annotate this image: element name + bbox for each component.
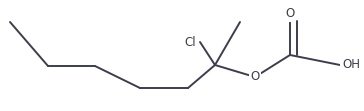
Text: Cl: Cl [185,36,196,49]
Text: O: O [250,70,260,83]
Text: O: O [285,8,294,21]
Text: OH: OH [342,58,360,71]
